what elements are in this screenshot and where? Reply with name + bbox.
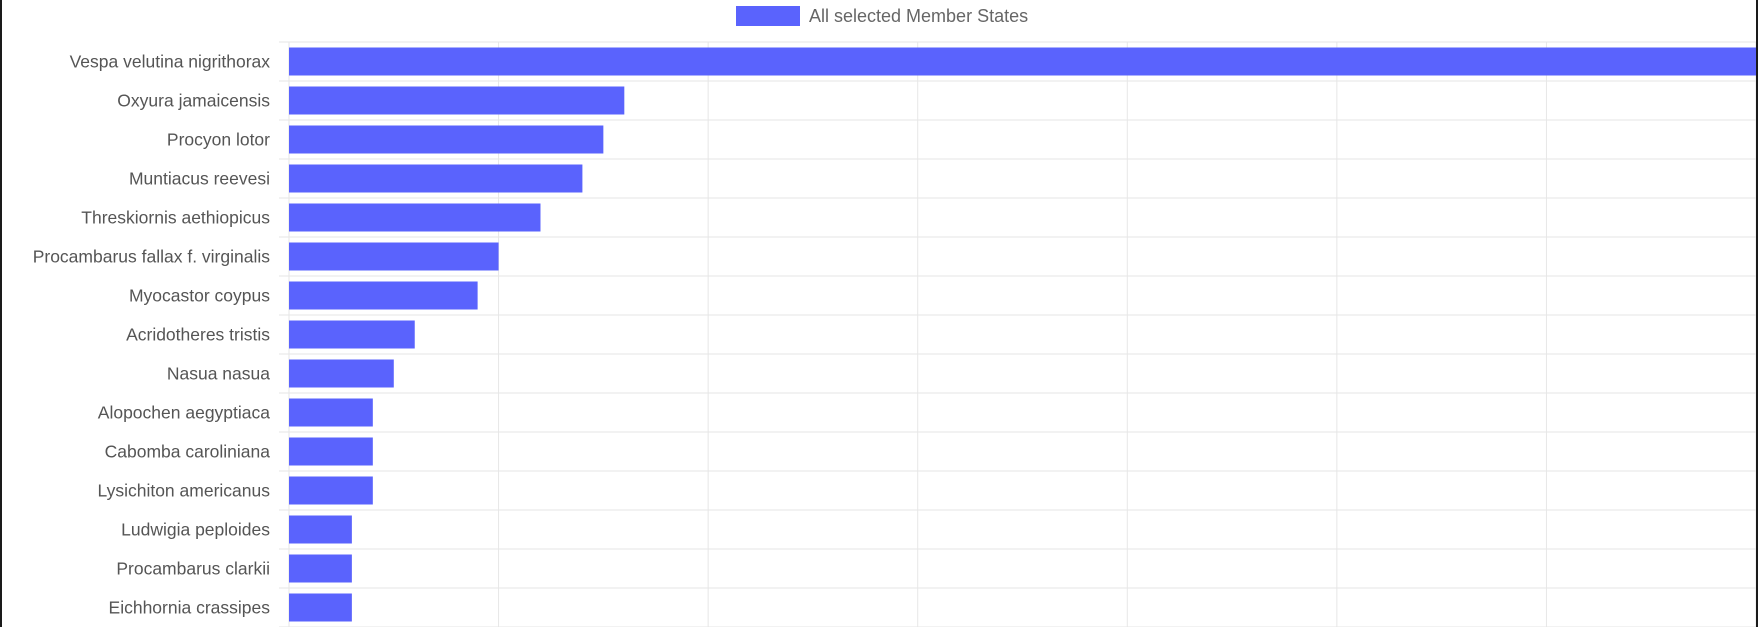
legend-swatch — [736, 6, 800, 26]
bar — [289, 281, 478, 310]
bar — [289, 398, 373, 427]
category-label: Lysichiton americanus — [98, 481, 271, 501]
bar — [289, 125, 604, 154]
category-label: Cabomba caroliniana — [105, 442, 271, 462]
bar — [289, 242, 499, 271]
bar — [289, 359, 394, 388]
category-label: Threskiornis aethiopicus — [81, 208, 270, 228]
category-label: Procambarus clarkii — [116, 559, 270, 579]
category-label: Acridotheres tristis — [126, 325, 270, 345]
category-label: Procambarus fallax f. virginalis — [33, 247, 271, 267]
bar — [289, 437, 373, 466]
legend-label: All selected Member States — [809, 5, 1029, 26]
category-label: Nasua nasua — [167, 364, 270, 384]
bar — [289, 320, 415, 349]
category-label: Ludwigia peploides — [121, 520, 270, 540]
category-labels: Vespa velutina nigrithorax Oxyura jamaice… — [33, 52, 271, 618]
category-label: Eichhornia crassipes — [109, 598, 271, 618]
bar — [289, 164, 583, 193]
category-label: Oxyura jamaicensis — [117, 91, 270, 111]
category-label: Myocastor coypus — [129, 286, 270, 306]
bar — [289, 593, 352, 622]
bar — [289, 86, 625, 115]
bar — [289, 203, 541, 232]
legend[interactable]: All selected Member States — [736, 5, 1028, 27]
bar — [289, 554, 352, 583]
category-label: Procyon lotor — [167, 130, 270, 150]
category-label: Muntiacus reevesi — [129, 169, 270, 189]
bar — [289, 476, 373, 505]
bar — [289, 47, 1756, 76]
category-label: Alopochen aegyptiaca — [98, 403, 270, 423]
grid-lines — [279, 41, 1756, 627]
bar — [289, 515, 352, 544]
category-label: Vespa velutina nigrithorax — [70, 52, 271, 72]
bars — [289, 47, 1756, 622]
